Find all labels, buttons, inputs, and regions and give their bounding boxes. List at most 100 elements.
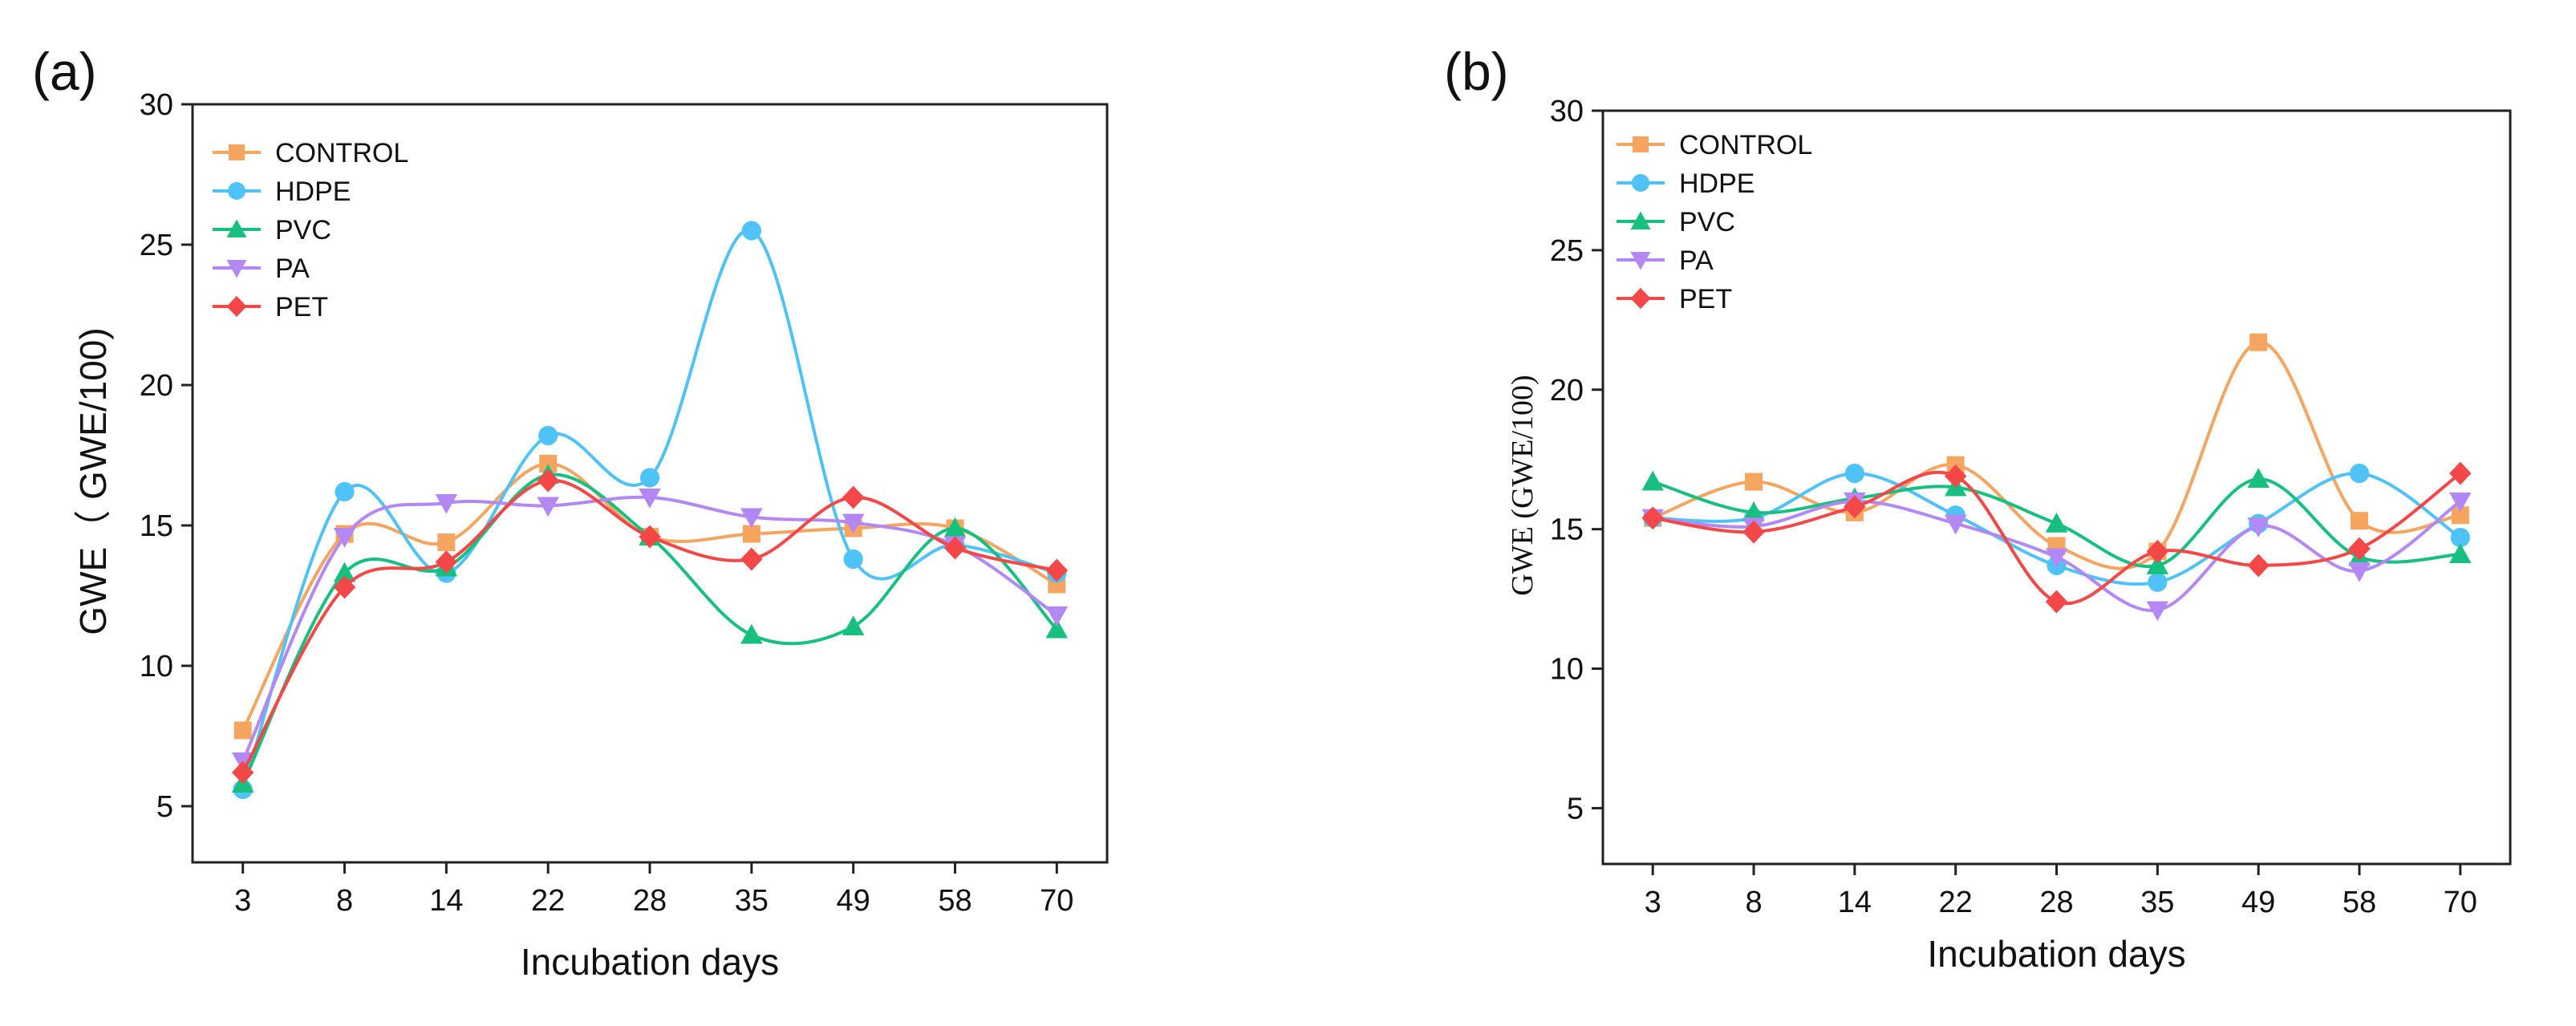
data-point-pvc — [1641, 470, 1664, 491]
legend-marker-pet — [226, 295, 247, 318]
legend-marker-pa — [226, 260, 247, 278]
series-line-hdpe — [241, 229, 1057, 790]
legend: CONTROL HDPE PVC PA PET — [213, 138, 408, 322]
x-tick-label: 3 — [1645, 886, 1661, 919]
series-hdpe — [233, 221, 1067, 800]
legend-marker-pa — [1630, 252, 1651, 270]
x-tick-label: 14 — [1838, 886, 1872, 919]
data-point-pet — [740, 547, 763, 571]
data-point-control — [2451, 506, 2469, 525]
legend: CONTROL HDPE PVC PA PET — [1617, 130, 1812, 314]
data-point-pet — [1045, 558, 1069, 582]
x-tick-label: 28 — [2039, 886, 2073, 919]
y-tick-label: 15 — [1550, 513, 1584, 547]
data-point-pet — [842, 485, 865, 509]
legend-marker-pvc — [1630, 211, 1651, 229]
data-point-pet — [2449, 461, 2472, 485]
x-tick-label: 22 — [1939, 886, 1973, 919]
data-point-pa — [2348, 562, 2371, 582]
legend-label-control: CONTROL — [1679, 130, 1812, 160]
data-point-pvc — [1742, 501, 1765, 521]
y-tick-label: 5 — [1567, 792, 1584, 825]
data-point-control — [1745, 472, 1763, 491]
panel-label: (b) — [1444, 42, 1509, 101]
x-tick-label: 35 — [2140, 886, 2174, 919]
data-point-pet — [435, 550, 458, 574]
data-point-pa — [842, 513, 865, 534]
data-point-pvc — [2146, 554, 2169, 574]
x-tick-label: 70 — [2444, 886, 2477, 919]
data-point-hdpe — [335, 481, 355, 502]
panel-label: (a) — [32, 42, 97, 101]
data-point-pet — [1844, 495, 1866, 519]
data-point-hdpe — [2148, 572, 2168, 592]
y-tick-label: 25 — [140, 229, 173, 262]
data-point-hdpe — [843, 549, 863, 570]
legend-label-hdpe: HDPE — [275, 176, 351, 207]
series-pvc — [1641, 468, 2472, 574]
data-point-pet — [639, 525, 661, 549]
legend-marker-hdpe — [1632, 174, 1649, 192]
x-tick-label: 49 — [837, 884, 870, 918]
data-point-hdpe — [2349, 464, 2370, 484]
series-pa — [231, 489, 1069, 773]
series-pvc — [231, 464, 1069, 793]
data-point-pa — [740, 508, 763, 529]
legend-label-hdpe: HDPE — [1679, 168, 1755, 199]
data-point-pet — [1742, 520, 1765, 544]
x-tick-label: 35 — [735, 884, 769, 918]
data-point-pvc — [943, 517, 967, 537]
legend-label-pet: PET — [275, 292, 328, 322]
data-point-pa — [1045, 606, 1069, 627]
data-point-pa — [2247, 517, 2270, 537]
y-tick-label: 10 — [140, 650, 173, 683]
y-tick-label: 30 — [140, 88, 173, 122]
x-tick-label: 3 — [234, 884, 251, 918]
series-line-pvc — [241, 472, 1058, 785]
data-point-hdpe — [741, 221, 761, 241]
data-point-control — [233, 721, 252, 740]
x-tick-label: 14 — [429, 884, 463, 918]
data-point-pa — [2146, 601, 2169, 622]
legend-marker-pet — [1630, 287, 1651, 310]
chart-panel-a: (a) 5 10 15 20 25 30 3 8 14 22 28 35 49 58 70 Incubation… — [32, 42, 1109, 983]
y-tick-label: 20 — [1550, 374, 1584, 408]
data-point-pet — [537, 468, 559, 493]
x-tick-label: 8 — [336, 884, 353, 918]
x-axis-title: Incubation days — [521, 941, 779, 983]
x-tick-label: 22 — [531, 884, 565, 918]
series-control — [1644, 333, 2469, 570]
x-tick-label: 8 — [1745, 886, 1762, 919]
series-line-control — [1652, 340, 2461, 570]
series-pa — [1641, 492, 2472, 622]
data-point-pvc — [2247, 468, 2270, 489]
x-tick-label: 49 — [2241, 886, 2275, 919]
legend-label-pvc: PVC — [1679, 207, 1735, 237]
data-point-hdpe — [639, 468, 660, 488]
legend-label-pvc: PVC — [275, 215, 331, 245]
data-point-control — [437, 533, 456, 551]
data-point-pet — [2348, 537, 2371, 561]
data-point-pet — [2146, 540, 2169, 563]
x-tick-label: 28 — [633, 884, 667, 918]
data-point-pa — [2449, 492, 2472, 513]
data-point-pet — [2247, 554, 2270, 578]
series-line-pa — [1653, 499, 2461, 612]
data-point-pvc — [740, 623, 763, 644]
series-pet — [1641, 461, 2472, 614]
x-tick-label: 58 — [2343, 886, 2376, 919]
data-point-pet — [943, 536, 967, 560]
data-point-control — [2249, 333, 2268, 351]
y-axis-title: GWE (GWE/100) — [1506, 375, 1540, 595]
legend-marker-hdpe — [228, 182, 245, 200]
series-pet — [231, 468, 1069, 785]
data-point-pa — [1944, 514, 1967, 535]
data-point-pa — [537, 497, 559, 517]
plot-frame — [1601, 109, 2512, 866]
data-point-pa — [2045, 548, 2068, 569]
y-tick-label: 20 — [140, 369, 173, 403]
data-point-pvc — [333, 562, 356, 582]
data-point-hdpe — [2450, 528, 2470, 548]
data-point-pa — [435, 494, 458, 514]
series-line-pvc — [1652, 477, 2460, 569]
